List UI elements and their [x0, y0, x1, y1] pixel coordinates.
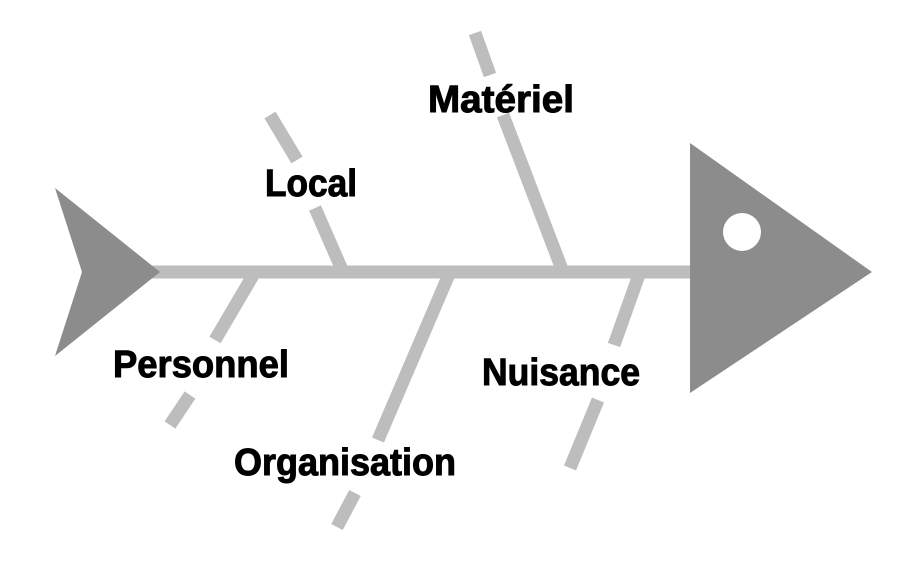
- bone-materiel: [468, 30, 570, 275]
- bone-nuisance: [563, 269, 647, 471]
- bone-local: [264, 111, 349, 275]
- bone-personnel-segment-lower: [164, 391, 196, 429]
- label-nuisance: Nuisance: [482, 352, 640, 394]
- fishbone-head: [690, 143, 872, 393]
- bone-organisation-segment-lower: [331, 489, 361, 531]
- label-materiel: Matériel: [428, 79, 574, 121]
- bone-personnel-segment-upper: [209, 268, 261, 344]
- fishbone-tail: [55, 188, 160, 356]
- bone-nuisance-segment-lower: [563, 397, 605, 471]
- bone-nuisance-segment-upper: [607, 269, 647, 348]
- bone-organisation: [331, 269, 456, 531]
- label-organisation: Organisation: [234, 442, 456, 484]
- label-local: Local: [265, 163, 357, 205]
- bone-local-segment-upper: [264, 111, 303, 164]
- label-personnel: Personnel: [113, 344, 289, 386]
- bone-personnel: [164, 268, 261, 429]
- bone-materiel-segment-lower: [496, 112, 570, 275]
- bone-local-segment-lower: [309, 205, 349, 275]
- bone-materiel-segment-upper: [468, 30, 497, 78]
- fishbone-eye: [723, 213, 761, 251]
- bone-organisation-segment-upper: [372, 269, 456, 443]
